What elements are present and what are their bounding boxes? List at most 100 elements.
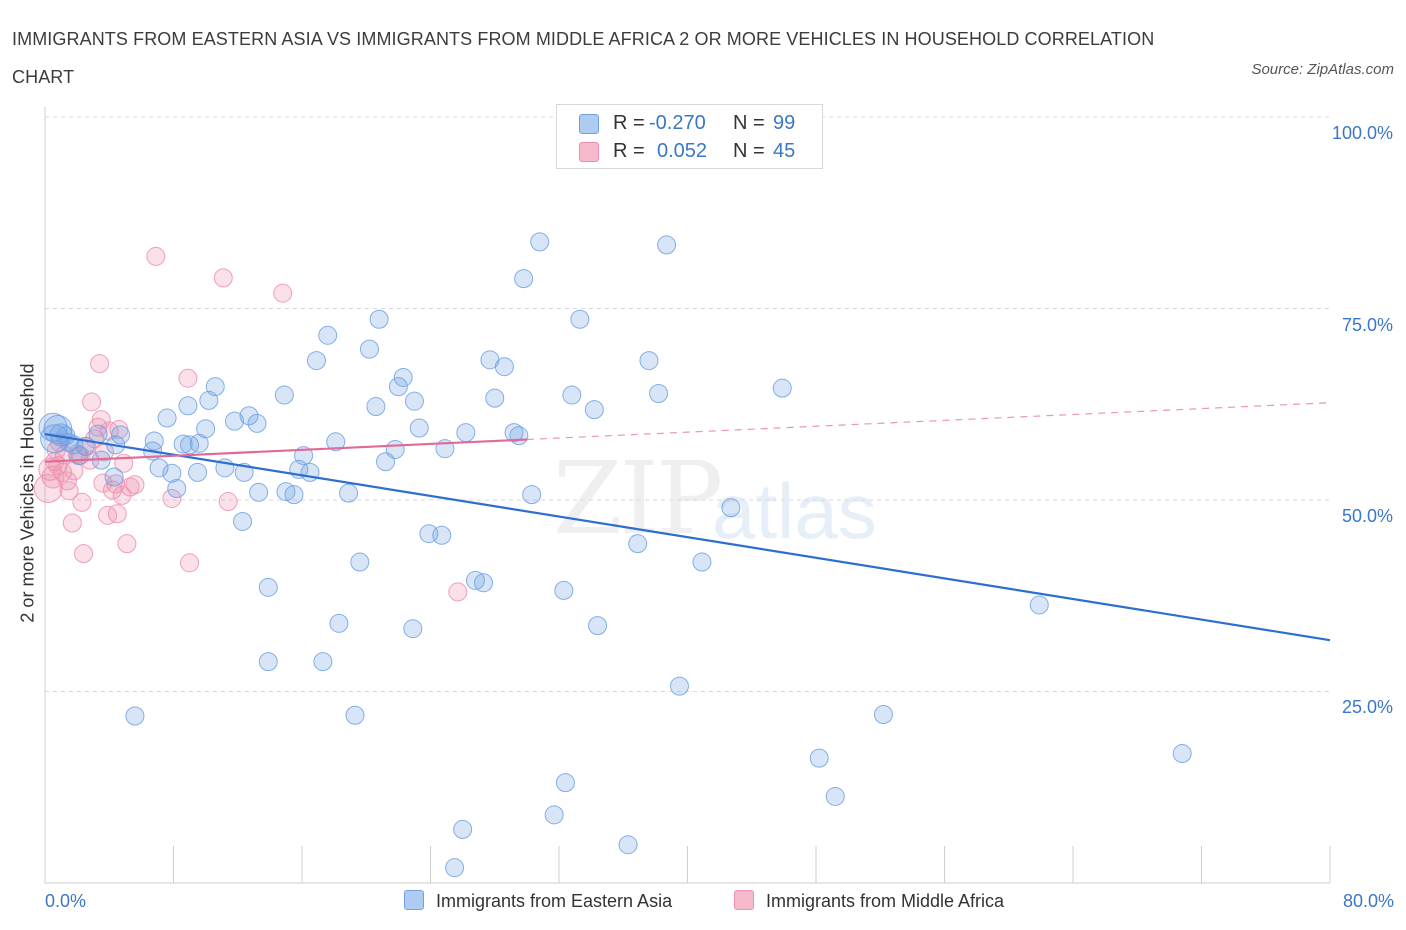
- data-point-eastern-asia: [809, 748, 829, 768]
- data-point-eastern-asia: [721, 498, 741, 518]
- legend-n-value: 45: [773, 140, 796, 162]
- source-note: Source: ZipAtlas.com: [1251, 61, 1394, 78]
- trend-line-middle-africa: [44, 438, 527, 463]
- bottom-legend-middle-africa: Immigrants from Middle Africa: [734, 890, 1004, 912]
- data-point-eastern-asia: [144, 431, 164, 451]
- data-point-eastern-asia: [385, 439, 405, 459]
- data-point-eastern-asia: [1172, 744, 1192, 764]
- data-point-eastern-asia: [692, 552, 712, 572]
- data-point-middle-africa: [125, 475, 145, 495]
- data-point-middle-africa: [180, 553, 200, 573]
- data-point-eastern-asia: [409, 418, 429, 438]
- data-point-eastern-asia: [258, 652, 278, 672]
- data-point-eastern-asia: [530, 232, 550, 252]
- data-point-eastern-asia: [432, 525, 452, 545]
- data-point-eastern-asia: [772, 378, 792, 398]
- stats-legend: R = -0.270 N = 99 R = 0.052 N = 45: [556, 104, 823, 169]
- data-point-eastern-asia: [657, 235, 677, 255]
- data-point-middle-africa: [117, 534, 137, 554]
- data-point-eastern-asia: [157, 408, 177, 428]
- data-point-middle-africa: [74, 544, 94, 564]
- data-point-eastern-asia: [178, 396, 198, 416]
- bottom-legend-swatch-pink: [734, 890, 754, 910]
- data-point-eastern-asia: [456, 423, 476, 443]
- data-point-eastern-asia: [494, 357, 514, 377]
- data-point-eastern-asia: [125, 706, 145, 726]
- grid: [45, 116, 1330, 692]
- data-point-eastern-asia: [562, 385, 582, 405]
- data-point-eastern-asia: [388, 377, 408, 397]
- data-point-eastern-asia: [326, 432, 346, 452]
- data-point-eastern-asia: [180, 435, 200, 455]
- data-point-eastern-asia: [554, 580, 574, 600]
- data-point-middle-africa: [273, 283, 293, 303]
- data-point-middle-africa: [98, 505, 118, 525]
- data-point-middle-africa: [146, 246, 166, 266]
- bottom-legend-swatch-blue: [404, 890, 424, 910]
- data-point-middle-africa: [88, 417, 108, 437]
- data-point-middle-africa: [112, 485, 132, 505]
- data-point-eastern-asia: [570, 309, 590, 329]
- data-point-middle-africa: [91, 410, 111, 430]
- data-point-eastern-asia: [234, 462, 254, 482]
- legend-r-label: R =: [613, 112, 645, 134]
- data-point-middle-africa: [93, 473, 113, 493]
- legend-n-label: N =: [733, 112, 765, 134]
- data-point-eastern-asia: [522, 485, 542, 505]
- y-tick-label-75: 75.0%: [1341, 315, 1393, 335]
- data-point-middle-africa: [162, 488, 182, 508]
- data-point-eastern-asia: [274, 385, 294, 405]
- data-point-eastern-asia: [318, 325, 338, 345]
- series-middle-africa-points: [33, 246, 468, 602]
- data-point-eastern-asia: [110, 425, 130, 445]
- data-point-eastern-asia: [350, 552, 370, 572]
- y-tick-label-100: 100.0%: [1331, 123, 1393, 143]
- data-point-eastern-asia: [258, 577, 278, 597]
- data-point-eastern-asia: [649, 384, 669, 404]
- data-point-middle-africa: [62, 513, 82, 533]
- data-point-eastern-asia: [359, 339, 379, 359]
- legend-r-value: 0.052: [657, 140, 708, 162]
- data-point-middle-africa: [213, 268, 233, 288]
- data-point-eastern-asia: [313, 652, 333, 672]
- data-point-eastern-asia: [588, 616, 608, 636]
- data-point-middle-africa: [72, 492, 92, 512]
- data-point-eastern-asia: [544, 805, 564, 825]
- data-point-eastern-asia: [474, 573, 494, 593]
- data-point-middle-africa: [107, 504, 127, 524]
- y-axis-label: 2 or more Vehicles in Household: [17, 363, 38, 623]
- legend-swatch-pink: [579, 142, 599, 162]
- data-point-eastern-asia: [249, 482, 269, 502]
- data-point-middle-africa: [120, 477, 140, 497]
- data-point-eastern-asia: [104, 467, 124, 487]
- data-point-eastern-asia: [514, 269, 534, 289]
- data-point-eastern-asia: [225, 411, 245, 431]
- data-point-eastern-asia: [1029, 595, 1049, 615]
- data-point-eastern-asia: [485, 388, 505, 408]
- data-point-eastern-asia: [339, 483, 359, 503]
- legend-n-value: 99: [773, 112, 796, 134]
- data-point-eastern-asia: [205, 377, 225, 397]
- data-point-eastern-asia: [329, 613, 349, 633]
- data-point-eastern-asia: [196, 419, 216, 439]
- data-point-middle-africa: [53, 462, 73, 482]
- data-point-eastern-asia: [669, 676, 689, 696]
- data-point-eastern-asia: [173, 434, 193, 454]
- data-point-eastern-asia: [404, 391, 424, 411]
- bottom-legend-label: Immigrants from Middle Africa: [766, 891, 1005, 911]
- data-point-eastern-asia: [509, 426, 529, 446]
- data-point-eastern-asia: [284, 485, 304, 505]
- legend-n-label: N =: [733, 140, 765, 162]
- axes: [44, 107, 1331, 884]
- data-point-eastern-asia: [873, 704, 893, 724]
- data-point-eastern-asia: [584, 400, 604, 420]
- data-point-eastern-asia: [188, 462, 208, 482]
- data-point-eastern-asia: [306, 351, 326, 371]
- data-point-eastern-asia: [345, 705, 365, 725]
- data-point-eastern-asia: [555, 773, 575, 793]
- data-point-eastern-asia: [247, 413, 267, 433]
- data-point-eastern-asia: [149, 458, 169, 478]
- bottom-legend-label: Immigrants from Eastern Asia: [436, 891, 673, 911]
- data-point-middle-africa: [82, 392, 102, 412]
